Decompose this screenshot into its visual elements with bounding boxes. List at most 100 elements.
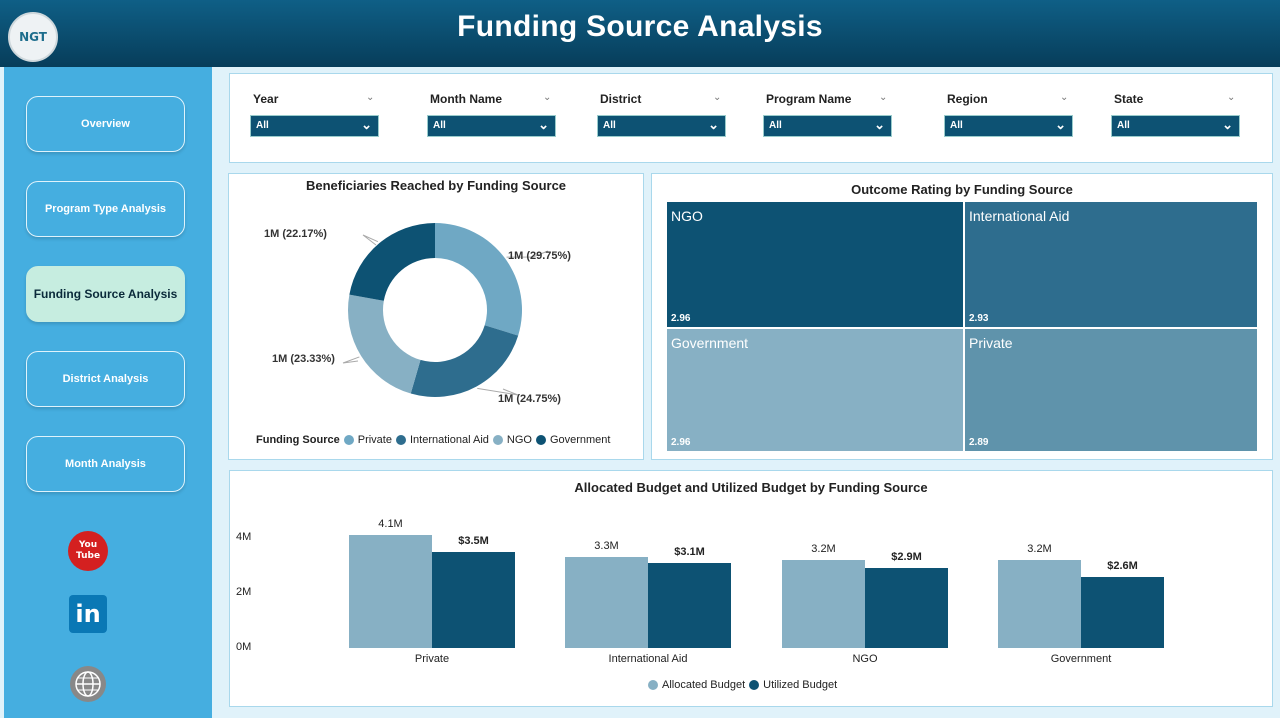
- donut-data-label: 1M (29.75%): [508, 250, 571, 262]
- filter-label: Program Name: [766, 92, 852, 106]
- bar-data-label: 3.3M: [594, 540, 619, 553]
- bar-utilized[interactable]: [432, 551, 515, 648]
- filter-collapse-chevron-icon[interactable]: ⌄: [1060, 92, 1069, 103]
- youtube-text: You Tube: [68, 531, 108, 571]
- donut-slice-ngo[interactable]: [348, 294, 421, 394]
- leader-line: [342, 356, 360, 364]
- nav-funding-source-analysis[interactable]: Funding Source Analysis: [26, 266, 185, 322]
- legend-dot-private: [343, 435, 354, 445]
- cell-name: Private: [969, 335, 1013, 351]
- donut-chart: 1M (29.75%) 1M (24.75%) 1M (23.33%) 1M (22.…: [264, 223, 571, 405]
- bar-data-label: 3.2M: [1027, 543, 1052, 555]
- filter-value: All: [603, 120, 616, 131]
- filter-value: All: [769, 120, 782, 131]
- treemap-cell-private[interactable]: Private 2.89: [965, 329, 1257, 451]
- bar-legend: Allocated Budget Utilized Budget: [648, 679, 837, 691]
- filter-dropdown[interactable]: All ⌄: [250, 115, 379, 137]
- legend-dot-intl: [395, 435, 406, 445]
- linkedin-text: in: [69, 595, 107, 633]
- filter-dropdown[interactable]: All ⌄: [597, 115, 726, 137]
- bar-utilized[interactable]: [1081, 576, 1164, 648]
- bar-data-label: $3.1M: [674, 545, 705, 558]
- treemap-cell-government[interactable]: Government 2.96: [667, 329, 963, 451]
- leader-line: [506, 250, 549, 258]
- filter-value: All: [256, 120, 269, 131]
- treemap-cell-ngo[interactable]: NGO 2.96: [667, 202, 963, 327]
- cell-value: 2.96: [671, 313, 691, 324]
- chevron-down-icon: ⌄: [1055, 117, 1066, 132]
- filter-value: All: [433, 120, 446, 131]
- cell-value: 2.96: [671, 437, 691, 448]
- bar-data-label: $3.5M: [458, 534, 489, 547]
- chevron-down-icon: ⌄: [708, 117, 719, 132]
- linkedin-icon[interactable]: in: [68, 594, 108, 634]
- youtube-icon[interactable]: You Tube: [68, 531, 108, 571]
- legend-private: Private: [357, 434, 392, 446]
- filter-dropdown[interactable]: All ⌄: [944, 115, 1073, 137]
- filter-label: Year: [253, 92, 279, 106]
- filter-label: District: [600, 92, 642, 106]
- bar-allocated[interactable]: [782, 560, 865, 648]
- sidebar: Overview Program Type Analysis Funding S…: [4, 67, 212, 718]
- nav-month-analysis[interactable]: Month Analysis: [26, 436, 185, 492]
- donut-data-label: 1M (22.17%): [264, 228, 327, 240]
- chevron-down-icon: ⌄: [538, 117, 549, 132]
- legend-international-aid: International Aid: [409, 434, 489, 446]
- bar-data-label: 3.2M: [811, 543, 836, 555]
- y-tick-label: 4M: [236, 531, 252, 543]
- bar-allocated[interactable]: [998, 560, 1081, 648]
- filter-label: Region: [947, 92, 988, 106]
- filter-dropdown[interactable]: All ⌄: [427, 115, 556, 137]
- donut-data-label: 1M (24.75%): [498, 393, 561, 405]
- legend-dot-utilized: [749, 680, 760, 690]
- filter-label: State: [1114, 92, 1144, 106]
- filter-value: All: [1117, 120, 1130, 131]
- filter-collapse-chevron-icon[interactable]: ⌄: [713, 92, 722, 103]
- leader-line: [362, 234, 379, 246]
- bar-data-label: $2.9M: [891, 551, 922, 564]
- donut-panel: [228, 173, 644, 460]
- x-category-label: NGO: [852, 653, 878, 665]
- x-category-label: Government: [1050, 653, 1112, 665]
- legend-ngo: NGO: [506, 434, 532, 446]
- filter-panel: [229, 73, 1273, 163]
- leader-line: [477, 387, 519, 396]
- nav-district-analysis[interactable]: District Analysis: [26, 351, 185, 407]
- filter-collapse-chevron-icon[interactable]: ⌄: [543, 92, 552, 103]
- chevron-down-icon: ⌄: [874, 117, 885, 132]
- filter-value: All: [950, 120, 963, 131]
- legend-dot-ngo: [492, 435, 503, 445]
- filter-label: Month Name: [430, 92, 502, 106]
- filter-dropdown[interactable]: All ⌄: [763, 115, 892, 137]
- bar-data-label: $2.6M: [1107, 559, 1138, 572]
- y-tick-label: 0M: [236, 641, 252, 653]
- cell-name: NGO: [671, 208, 703, 224]
- filter-collapse-chevron-icon[interactable]: ⌄: [1227, 92, 1236, 103]
- treemap-cell-international-aid[interactable]: International Aid 2.93: [965, 202, 1257, 327]
- bar-allocated[interactable]: [349, 535, 432, 648]
- website-icon[interactable]: [68, 664, 108, 704]
- y-tick-label: 2M: [236, 586, 252, 598]
- bar-utilized[interactable]: [865, 568, 948, 648]
- donut-slice-private[interactable]: [435, 223, 522, 336]
- filter-collapse-chevron-icon[interactable]: ⌄: [366, 92, 375, 103]
- x-category-label: International Aid: [608, 653, 688, 665]
- cell-value: 2.89: [969, 437, 989, 448]
- page-title: Funding Source Analysis: [457, 10, 823, 43]
- donut-slice-international-aid[interactable]: [410, 325, 519, 397]
- header: NGT Funding Source Analysis: [0, 0, 1280, 67]
- filter-collapse-chevron-icon[interactable]: ⌄: [879, 92, 888, 103]
- cell-name: Government: [671, 335, 749, 351]
- legend-title: Funding Source: [256, 434, 340, 446]
- x-category-label: Private: [414, 653, 450, 665]
- nav-overview[interactable]: Overview: [26, 96, 185, 152]
- bar-allocated[interactable]: [565, 557, 648, 648]
- donut-data-label: 1M (23.33%): [272, 353, 335, 365]
- legend-dot-government: [535, 435, 546, 445]
- bar-utilized[interactable]: [648, 562, 731, 648]
- nav-program-type-analysis[interactable]: Program Type Analysis: [26, 181, 185, 237]
- filter-dropdown[interactable]: All ⌄: [1111, 115, 1240, 137]
- chevron-down-icon: ⌄: [361, 117, 372, 132]
- legend-dot-allocated: [648, 680, 658, 690]
- donut-slice-government[interactable]: [349, 223, 435, 301]
